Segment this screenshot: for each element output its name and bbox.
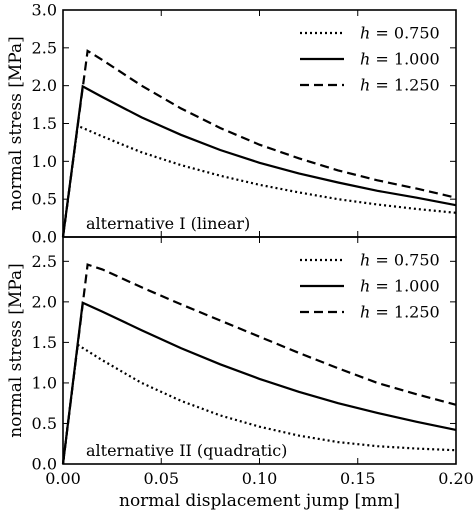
legend-label: h = 1.250: [360, 76, 440, 95]
plot-frame: [62, 9, 457, 238]
y-tick-label: 2.0: [32, 292, 57, 311]
panel-alternative-2: 0.0 0.5 1.0 1.5 2.0 2.5 0.00 0.05 0.10 0.15 0.20 no…: [6, 236, 474, 511]
y-tick-label: 1.5: [32, 333, 57, 352]
y-axis-label: normal stress [MPa]: [6, 36, 26, 210]
y-tick-label: 1.0: [32, 373, 57, 392]
legend-label: h = 1.000: [360, 277, 440, 296]
x-tick-label: 0.10: [242, 469, 278, 488]
legend-value: = 1.250: [370, 303, 439, 322]
y-tick-label: 1.5: [32, 114, 57, 133]
legend-value: = 0.750: [370, 24, 439, 43]
legend-variable: h: [360, 50, 370, 69]
x-tick-label: 0.05: [143, 469, 179, 488]
legend-value: = 0.750: [370, 251, 439, 270]
series-line-dotted: [61, 342, 457, 465]
legend-variable: h: [360, 251, 370, 270]
legend-value: = 1.250: [370, 76, 439, 95]
y-tick-label: 0.0: [32, 228, 57, 247]
legend-variable: h: [360, 303, 370, 322]
panel-annotation: alternative II (quadratic): [86, 441, 287, 460]
y-tick-label: 1.0: [32, 152, 57, 171]
plot-frame: [62, 236, 457, 465]
x-tick-label: 0.15: [340, 469, 376, 488]
legend-variable: h: [360, 76, 370, 95]
series-line-solid: [61, 84, 457, 238]
legend-variable: h: [360, 24, 370, 43]
legend-label: h = 0.750: [360, 251, 440, 270]
legend-value: = 1.000: [370, 277, 439, 296]
series-line-solid: [61, 301, 457, 465]
x-tick-label: 0.00: [45, 469, 81, 488]
panel-annotation: alternative I (linear): [86, 214, 250, 233]
panel-alternative-1: 0.0 0.5 1.0 1.5 2.0 2.5 3.0 normal stress [MPa]…: [6, 1, 457, 247]
y-tick-label: 3.0: [32, 1, 57, 20]
y-axis-label: normal stress [MPa]: [6, 263, 26, 437]
series-line-dashed: [61, 263, 457, 465]
legend-label: h = 1.250: [360, 303, 440, 322]
y-tick-label: 0.0: [32, 455, 57, 474]
y-tick-label: 0.5: [32, 190, 57, 209]
legend-label: h = 1.000: [360, 50, 440, 69]
y-tick-label: 2.0: [32, 76, 57, 95]
series-line-dashed: [61, 49, 457, 238]
legend-variable: h: [360, 277, 370, 296]
y-tick-label: 2.5: [32, 38, 57, 57]
legend-label: h = 0.750: [360, 24, 440, 43]
x-tick-label: 0.20: [438, 469, 474, 488]
y-tick-label: 0.5: [32, 414, 57, 433]
legend-value: = 1.000: [370, 50, 439, 69]
x-axis-label: normal displacement jump [mm]: [119, 491, 400, 511]
y-tick-label: 2.5: [32, 252, 57, 271]
